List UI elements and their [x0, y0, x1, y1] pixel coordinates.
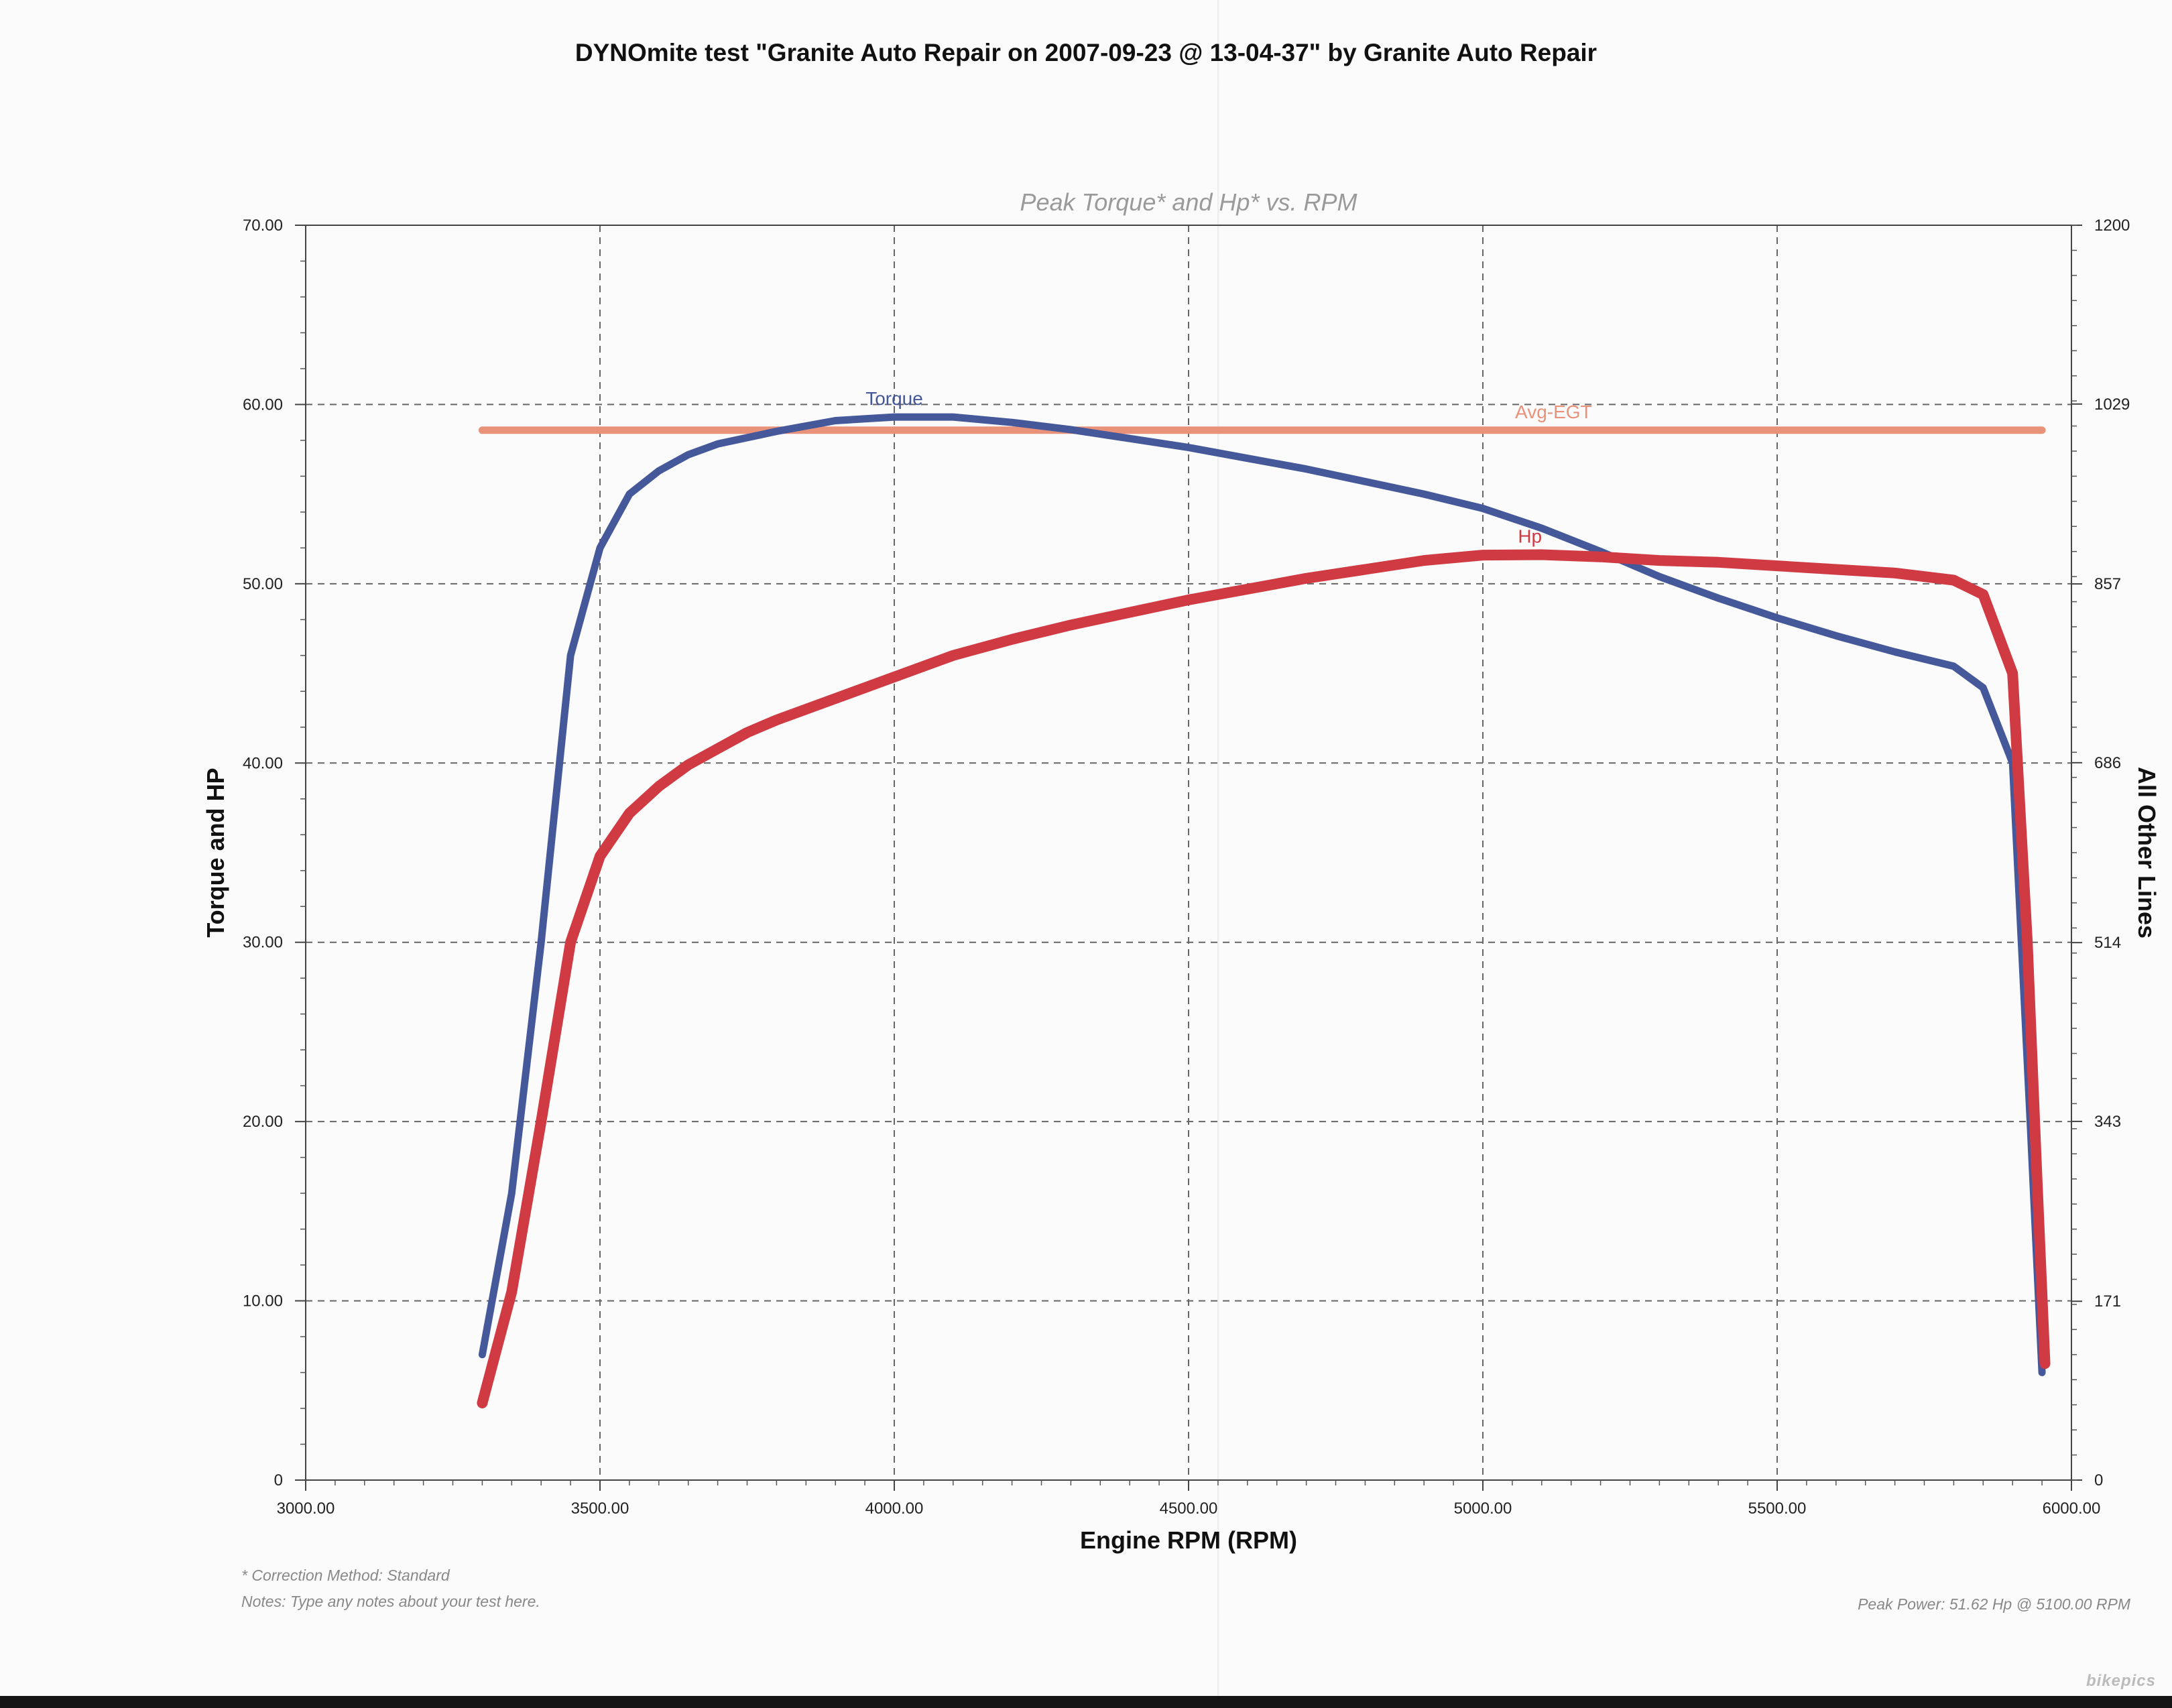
series-label-hp: Hp: [1518, 526, 1542, 547]
y2-tick-label: 857: [2094, 575, 2121, 593]
y2-axis-label: All Other Lines: [2133, 767, 2161, 938]
y-tick-label: 0: [274, 1471, 283, 1489]
series-line-torque: [478, 413, 2046, 1376]
y2-tick-label: 1200: [2094, 217, 2130, 235]
y-tick-label: 30.00: [243, 934, 283, 952]
x-tick-label: 6000.00: [2043, 1500, 2101, 1518]
x-axis-ticks: 3000.00 3500.00 4000.00 4500.00 5000.00 5500.…: [277, 1480, 2101, 1518]
notes-text: Notes: Type any notes about your test he…: [241, 1593, 540, 1610]
x-tick-label: 3000.00: [277, 1500, 335, 1518]
y2-tick-label: 686: [2094, 754, 2121, 772]
correction-method-note: * Correction Method: Standard: [241, 1567, 450, 1584]
x-tick-label: 3500.00: [571, 1500, 629, 1518]
report-title: DYNOmite test "Granite Auto Repair on 20…: [575, 39, 1597, 66]
x-axis-label: Engine RPM (RPM): [1080, 1526, 1297, 1554]
x-tick-label: 5000.00: [1454, 1500, 1512, 1518]
scan-edge: [0, 1696, 2172, 1708]
y-tick-label: 20.00: [243, 1113, 283, 1131]
y2-tick-label: 514: [2094, 934, 2121, 952]
x-tick-label: 5500.00: [1748, 1500, 1807, 1518]
x-tick-label: 4000.00: [865, 1500, 924, 1518]
y-tick-label: 10.00: [243, 1292, 283, 1310]
series-labels: Avg-EGT Torque Hp: [865, 388, 1591, 546]
y-axis-ticks: 0 10.00 20.00 30.00 40.00 50.00 60.00 70.00: [243, 217, 306, 1489]
y-tick-label: 40.00: [243, 754, 283, 772]
series-label-avg-egt: Avg-EGT: [1515, 402, 1592, 422]
peak-power-note: Peak Power: 51.62 Hp @ 5100.00 RPM: [1858, 1595, 2130, 1613]
y-tick-label: 60.00: [243, 395, 283, 414]
y-axis-label: Torque and HP: [202, 768, 229, 937]
y-tick-label: 70.00: [243, 217, 283, 235]
grid: [306, 225, 2071, 1480]
chart-title: Peak Torque* and Hp* vs. RPM: [1020, 188, 1358, 216]
series-line-hp: [477, 549, 2051, 1408]
y2-axis-ticks: 0 171 343 514 686 857 1029 1200: [2071, 217, 2130, 1489]
y-tick-label: 50.00: [243, 575, 283, 593]
y2-tick-label: 1029: [2094, 395, 2130, 414]
watermark-logo: bikepics: [2086, 1672, 2156, 1690]
y2-tick-label: 343: [2094, 1113, 2121, 1131]
y2-tick-label: 0: [2094, 1471, 2103, 1489]
series-label-torque: Torque: [865, 388, 923, 409]
y2-tick-label: 171: [2094, 1292, 2121, 1310]
series: [477, 413, 2051, 1408]
paper-fold: [1217, 0, 1219, 1696]
x-tick-label: 4500.00: [1160, 1500, 1218, 1518]
